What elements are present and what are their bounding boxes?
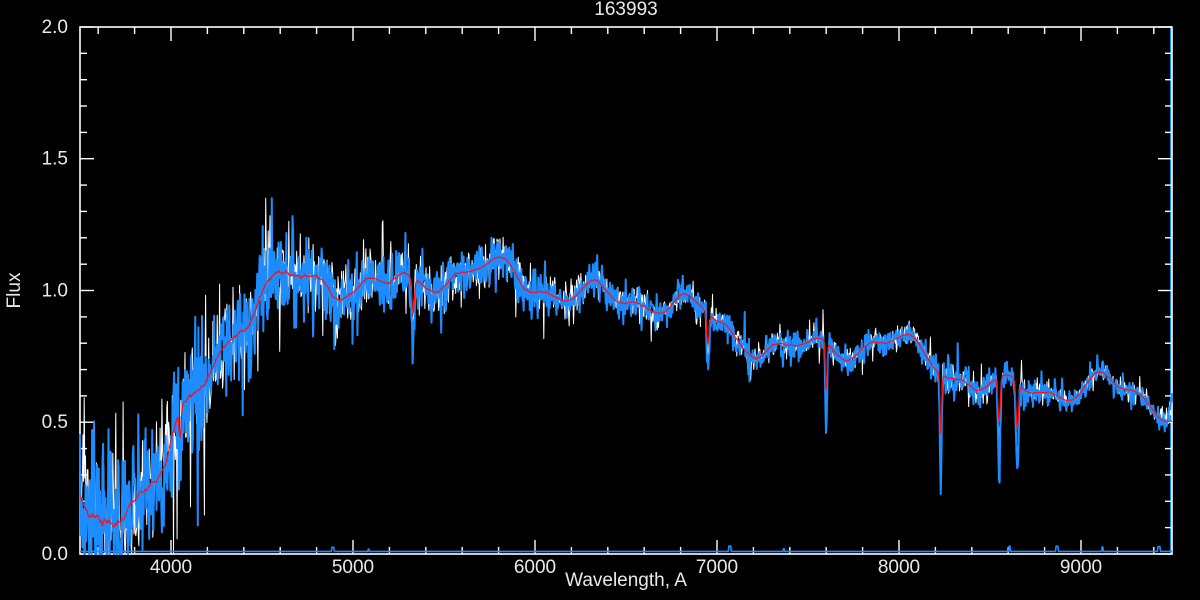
svg-text:2.0: 2.0 bbox=[42, 17, 68, 38]
svg-text:1.5: 1.5 bbox=[42, 149, 68, 170]
svg-text:Flux: Flux bbox=[4, 272, 25, 308]
svg-text:8000: 8000 bbox=[878, 557, 920, 578]
svg-text:5000: 5000 bbox=[332, 557, 374, 578]
svg-text:Wavelength, A: Wavelength, A bbox=[565, 570, 687, 591]
svg-text:1.0: 1.0 bbox=[42, 281, 68, 302]
svg-text:0.0: 0.0 bbox=[42, 544, 68, 565]
svg-text:4000: 4000 bbox=[150, 557, 192, 578]
svg-text:163993: 163993 bbox=[594, 0, 657, 20]
svg-text:9000: 9000 bbox=[1060, 557, 1102, 578]
svg-text:7000: 7000 bbox=[696, 557, 738, 578]
svg-text:6000: 6000 bbox=[514, 557, 556, 578]
svg-text:0.5: 0.5 bbox=[42, 412, 68, 433]
